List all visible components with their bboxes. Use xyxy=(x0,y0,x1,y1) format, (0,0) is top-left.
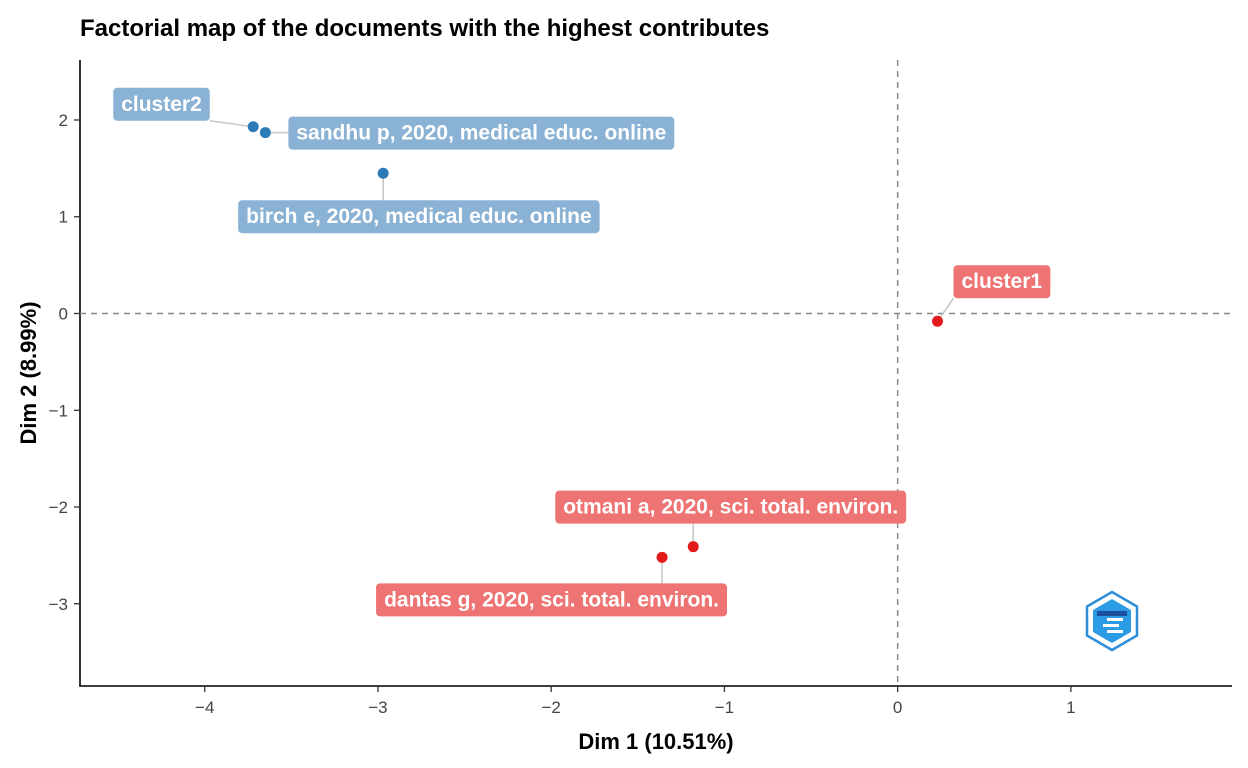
y-tick-label: 1 xyxy=(59,208,68,227)
x-tick-label: −1 xyxy=(715,698,734,717)
label-text: sandhu p, 2020, medical educ. online xyxy=(296,122,666,145)
chart-title: Factorial map of the documents with the … xyxy=(80,15,769,42)
label-box xyxy=(288,116,675,150)
label-otmani-a-2020-sci-total-environ: otmani a, 2020, sci. total. environ. xyxy=(555,490,907,524)
point-cluster2 xyxy=(247,121,259,133)
label-cluster1: cluster1 xyxy=(953,265,1051,299)
label-box xyxy=(376,583,728,617)
label-dantas-g-2020-sci-total-environ: dantas g, 2020, sci. total. environ. xyxy=(376,583,728,617)
point-dantas-g-2020-sci-total-environ xyxy=(656,551,668,563)
x-tick-label: −3 xyxy=(368,698,387,717)
label-text: birch e, 2020, medical educ. online xyxy=(246,205,591,228)
point-birch-e-2020-medical-educ-online xyxy=(377,167,389,179)
label-sandhu-p-2020-medical-educ-online: sandhu p, 2020, medical educ. online xyxy=(288,116,675,150)
y-axis-title: Dim 2 (8.99%) xyxy=(16,301,41,444)
x-axis-title: Dim 1 (10.51%) xyxy=(578,729,733,754)
y-tick-label: −3 xyxy=(49,595,68,614)
x-tick-label: −2 xyxy=(541,698,560,717)
label-box xyxy=(953,265,1051,299)
label-text: cluster2 xyxy=(121,93,202,116)
label-box xyxy=(238,200,600,234)
point-labels: cluster1 otmani a, 2020, sci. total. envi… xyxy=(113,87,1051,617)
data-points xyxy=(247,121,944,563)
plot-area: −4 −3 −2 −1 0 1 2 1 0 −1 −2 −3 cluster1 otmani a, 2… xyxy=(49,60,1232,717)
label-text: otmani a, 2020, sci. total. environ. xyxy=(563,496,898,519)
label-cluster2: cluster2 xyxy=(113,87,210,121)
label-text: cluster1 xyxy=(962,270,1043,293)
label-birch-e-2020-medical-educ-online: birch e, 2020, medical educ. online xyxy=(238,200,600,234)
label-box xyxy=(555,490,907,524)
x-tick-label: 1 xyxy=(1066,698,1075,717)
label-text: dantas g, 2020, sci. total. environ. xyxy=(384,588,719,611)
x-tick-label: −4 xyxy=(195,698,214,717)
y-tick-label: 0 xyxy=(59,304,68,323)
x-axis-ticks: −4 −3 −2 −1 0 1 xyxy=(195,686,1076,717)
y-tick-label: −1 xyxy=(49,401,68,420)
point-sandhu-p-2020-medical-educ-online xyxy=(259,127,271,139)
biblioshiny-hexagon-logo xyxy=(1085,590,1139,652)
y-axis-ticks: 2 1 0 −1 −2 −3 xyxy=(49,111,80,614)
point-cluster1 xyxy=(932,315,944,327)
y-tick-label: −2 xyxy=(49,498,68,517)
connector-cluster2 xyxy=(209,119,254,128)
y-tick-label: 2 xyxy=(59,111,68,130)
label-box xyxy=(113,87,210,121)
point-otmani-a-2020-sci-total-environ xyxy=(687,541,699,553)
x-tick-label: 0 xyxy=(893,698,902,717)
